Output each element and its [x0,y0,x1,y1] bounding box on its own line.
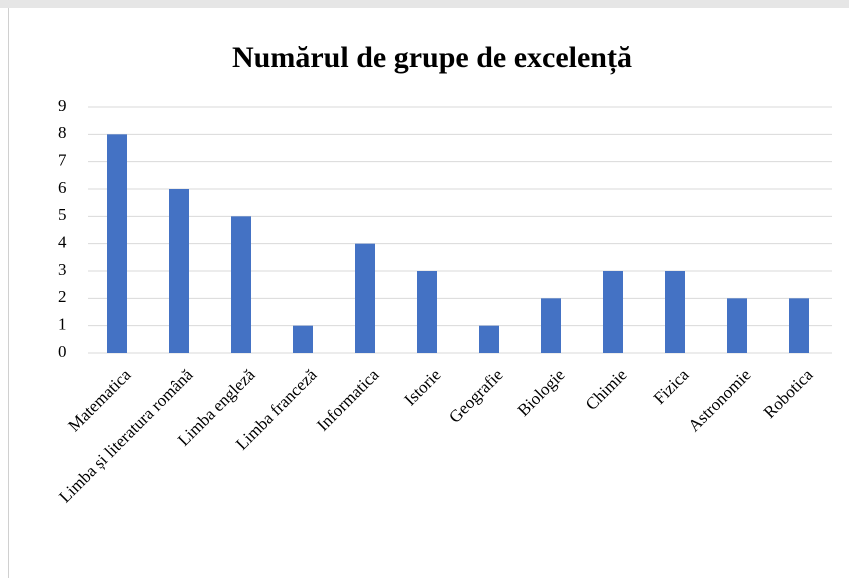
bar [417,271,437,353]
chart-title: Numărul de grupe de excelență [232,41,632,75]
bar [479,325,499,353]
bar [541,298,561,353]
bar [231,216,251,353]
top-border [0,0,849,8]
y-tick-label: 0 [58,342,67,361]
bar [603,271,623,353]
bar [107,134,127,353]
y-tick-label: 2 [58,287,67,306]
y-tick-label: 4 [58,233,67,252]
y-tick-label: 7 [58,151,67,170]
bar [665,271,685,353]
bar [789,298,809,353]
y-tick-label: 8 [58,123,67,142]
y-tick-label: 9 [58,96,67,115]
bar [293,325,313,353]
bar [169,189,189,353]
bar [355,243,375,353]
y-tick-label: 6 [58,178,67,197]
y-tick-label: 1 [58,315,67,334]
y-tick-label: 5 [58,205,67,224]
bar [727,298,747,353]
y-tick-label: 3 [58,260,67,279]
